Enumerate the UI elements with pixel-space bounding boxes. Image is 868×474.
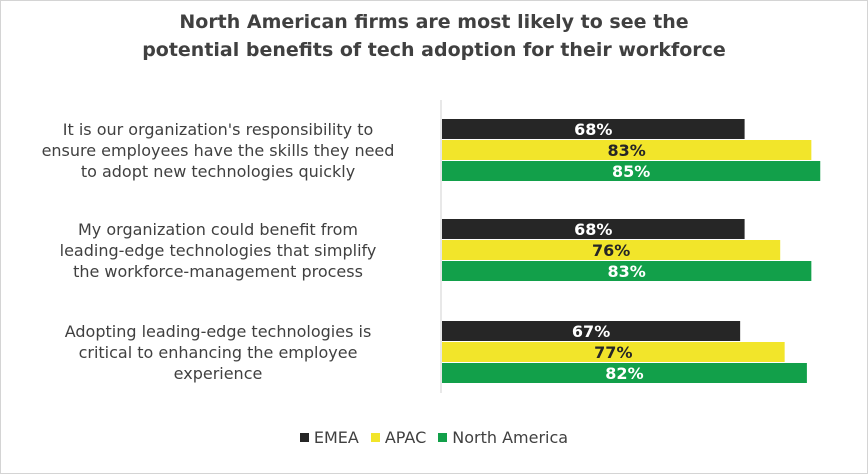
data-label-north-america-1: 85% bbox=[612, 162, 650, 181]
bar-north-america-1 bbox=[442, 161, 821, 181]
legend-label-apac: APAC bbox=[384, 428, 427, 447]
bar-emea-1 bbox=[442, 119, 745, 139]
data-label-north-america-3: 82% bbox=[605, 364, 643, 383]
category-label-1-line-2: ensure employees have the skills they ne… bbox=[41, 140, 395, 160]
data-label-emea-1: 68% bbox=[574, 120, 612, 139]
data-label-apac-1: 83% bbox=[608, 141, 646, 160]
chart-title-line-2: potential benefits of tech adoption for … bbox=[142, 39, 726, 61]
legend-swatch-emea bbox=[299, 433, 309, 442]
legend-item-apac: APAC bbox=[370, 428, 427, 447]
category-label-2-line-3: the workforce-management process bbox=[73, 261, 363, 281]
category-label-2-line-1: My organization could benefit from bbox=[78, 219, 358, 239]
data-label-emea-2: 68% bbox=[574, 220, 612, 239]
category-label-1-line-3: to adopt new technologies quickly bbox=[80, 161, 356, 181]
category-label-3: Adopting leading-edge technologies is cri… bbox=[8, 321, 428, 384]
legend-swatch-north-america bbox=[438, 433, 448, 442]
data-label-apac-2: 76% bbox=[592, 241, 630, 260]
category-label-2-line-2: leading-edge technologies that simplify bbox=[59, 240, 377, 260]
legend-swatch-apac bbox=[370, 433, 380, 442]
bar-emea-2 bbox=[442, 219, 745, 239]
data-label-apac-3: 77% bbox=[594, 343, 632, 362]
legend: EMEA APAC North America bbox=[0, 428, 868, 447]
chart-title: North American firms are most likely to … bbox=[0, 8, 868, 64]
data-label-emea-3: 67% bbox=[572, 322, 610, 341]
category-label-3-line-3: experience bbox=[173, 363, 263, 383]
category-label-1-line-1: It is our organization's responsibility … bbox=[62, 119, 374, 139]
category-label-3-line-2: critical to enhancing the employee bbox=[78, 342, 358, 362]
legend-label-north-america: North America bbox=[452, 428, 569, 447]
bar-apac-2 bbox=[442, 240, 781, 260]
data-label-north-america-2: 83% bbox=[608, 262, 646, 281]
category-label-1: It is our organization's responsibility … bbox=[8, 119, 428, 182]
legend-item-emea: EMEA bbox=[299, 428, 359, 447]
legend-item-north-america: North America bbox=[438, 428, 568, 447]
bar-north-america-2 bbox=[442, 261, 812, 281]
bar-emea-3 bbox=[442, 321, 741, 341]
category-label-3-line-1: Adopting leading-edge technologies is bbox=[64, 321, 372, 341]
bar-apac-3 bbox=[442, 342, 785, 362]
legend-label-emea: EMEA bbox=[313, 428, 359, 447]
bar-apac-1 bbox=[442, 140, 812, 160]
category-label-2: My organization could benefit from leadin… bbox=[8, 219, 428, 282]
chart-title-line-1: North American firms are most likely to … bbox=[179, 11, 689, 33]
bar-north-america-3 bbox=[442, 363, 807, 383]
